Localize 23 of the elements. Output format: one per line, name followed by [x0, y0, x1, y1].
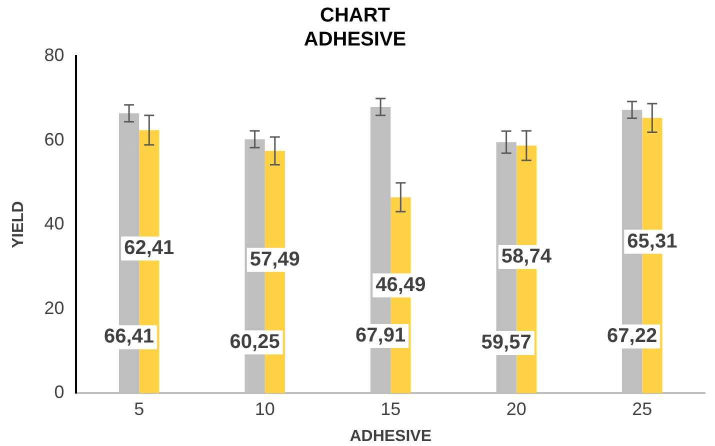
y-tick-label: 20 — [44, 298, 64, 318]
x-axis-title: ADHESIVE — [350, 428, 432, 445]
data-label: 67,91 — [356, 324, 406, 346]
data-label: 59,57 — [481, 332, 532, 354]
data-label: 65,31 — [627, 230, 678, 252]
data-label: 66,41 — [104, 326, 154, 348]
y-axis-title: YIELD — [10, 201, 28, 248]
data-label: 46,49 — [376, 274, 426, 296]
data-label: 67,22 — [607, 325, 658, 348]
x-tick-label: 5 — [134, 398, 144, 419]
x-tick-label: 25 — [632, 398, 652, 419]
y-tick-label: 60 — [44, 129, 64, 150]
data-label: 60,25 — [230, 330, 280, 353]
data-label: 58,74 — [501, 246, 552, 268]
data-label: 57,49 — [250, 248, 300, 270]
data-label: 62,41 — [124, 237, 174, 260]
x-tick-label: 15 — [380, 398, 401, 419]
y-tick-label: 40 — [44, 214, 64, 234]
x-tick-label: 10 — [254, 398, 275, 419]
chart-title: CHART ADHESIVE — [304, 4, 406, 51]
y-tick-label: 80 — [44, 44, 64, 65]
y-tick-label: 0 — [54, 382, 64, 402]
x-tick-label: 20 — [506, 398, 526, 419]
